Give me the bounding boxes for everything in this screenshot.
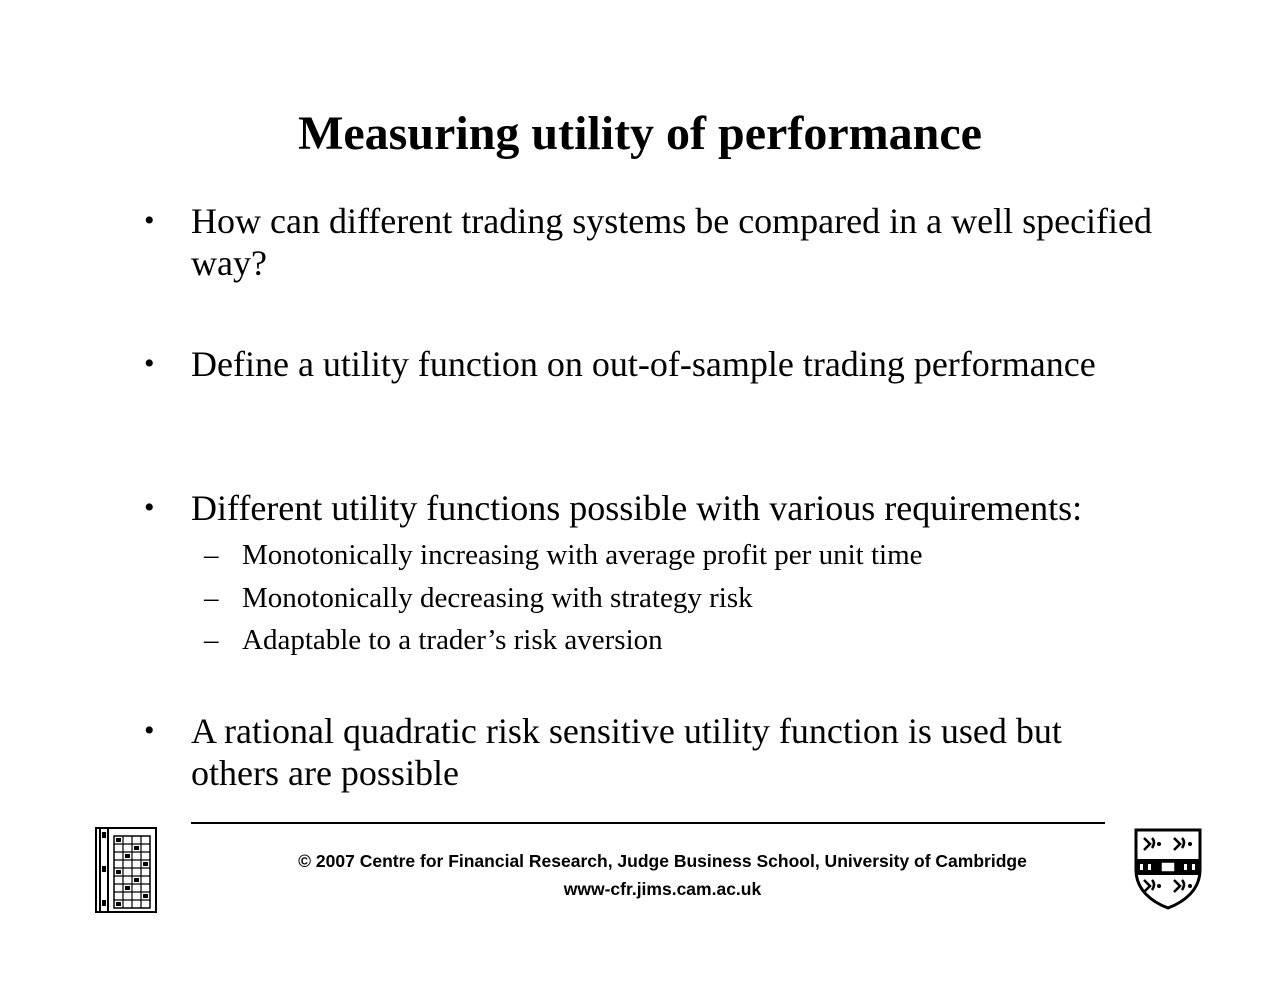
- footer-divider: [191, 822, 1105, 824]
- bullet-item: • Define a utility function on out-of-sa…: [144, 343, 1154, 385]
- bullet-item: • Different utility functions possible w…: [144, 487, 1204, 529]
- sub-bullet-item: – Monotonically increasing with average …: [204, 537, 1154, 573]
- sub-bullet-marker: –: [204, 539, 219, 571]
- bullet-marker: •: [144, 347, 155, 380]
- bullet-marker: •: [144, 491, 155, 524]
- bullet-marker: •: [144, 204, 155, 237]
- sub-bullet-text: Monotonically decreasing with strategy r…: [242, 582, 753, 614]
- sub-bullet-marker: –: [204, 582, 219, 614]
- judge-logo-icon: [95, 827, 157, 913]
- bullet-text: Define a utility function on out-of-samp…: [191, 344, 1096, 384]
- sub-bullet-marker: –: [204, 624, 219, 656]
- sub-bullet-text: Monotonically increasing with average pr…: [242, 539, 923, 571]
- footer-url: www-cfr.jims.cam.ac.uk: [563, 879, 762, 899]
- bullet-text: A rational quadratic risk sensitive util…: [191, 711, 1062, 793]
- sub-bullet-item: – Monotonically decreasing with strategy…: [204, 580, 1154, 616]
- footer-copyright: © 2007 Centre for Financial Research, Ju…: [298, 851, 1027, 871]
- slide-title: Measuring utility of performance: [298, 107, 982, 160]
- sub-bullet-item: – Adaptable to a trader’s risk aversion: [204, 622, 1154, 658]
- footer: © 2007 Centre for Financial Research, Ju…: [280, 850, 1045, 901]
- bullet-marker: •: [144, 714, 155, 747]
- bullet-text: Different utility functions possible wit…: [191, 488, 1083, 528]
- bullet-item: • How can different trading systems be c…: [144, 200, 1154, 284]
- sub-bullet-text: Adaptable to a trader’s risk aversion: [242, 624, 663, 656]
- bullet-text: How can different trading systems be com…: [191, 201, 1153, 283]
- judge-business-school-logo: [94, 826, 158, 919]
- university-of-cambridge-crest: [1132, 826, 1204, 917]
- cambridge-crest-icon: [1134, 828, 1202, 910]
- bullet-item: • A rational quadratic risk sensitive ut…: [144, 710, 1154, 794]
